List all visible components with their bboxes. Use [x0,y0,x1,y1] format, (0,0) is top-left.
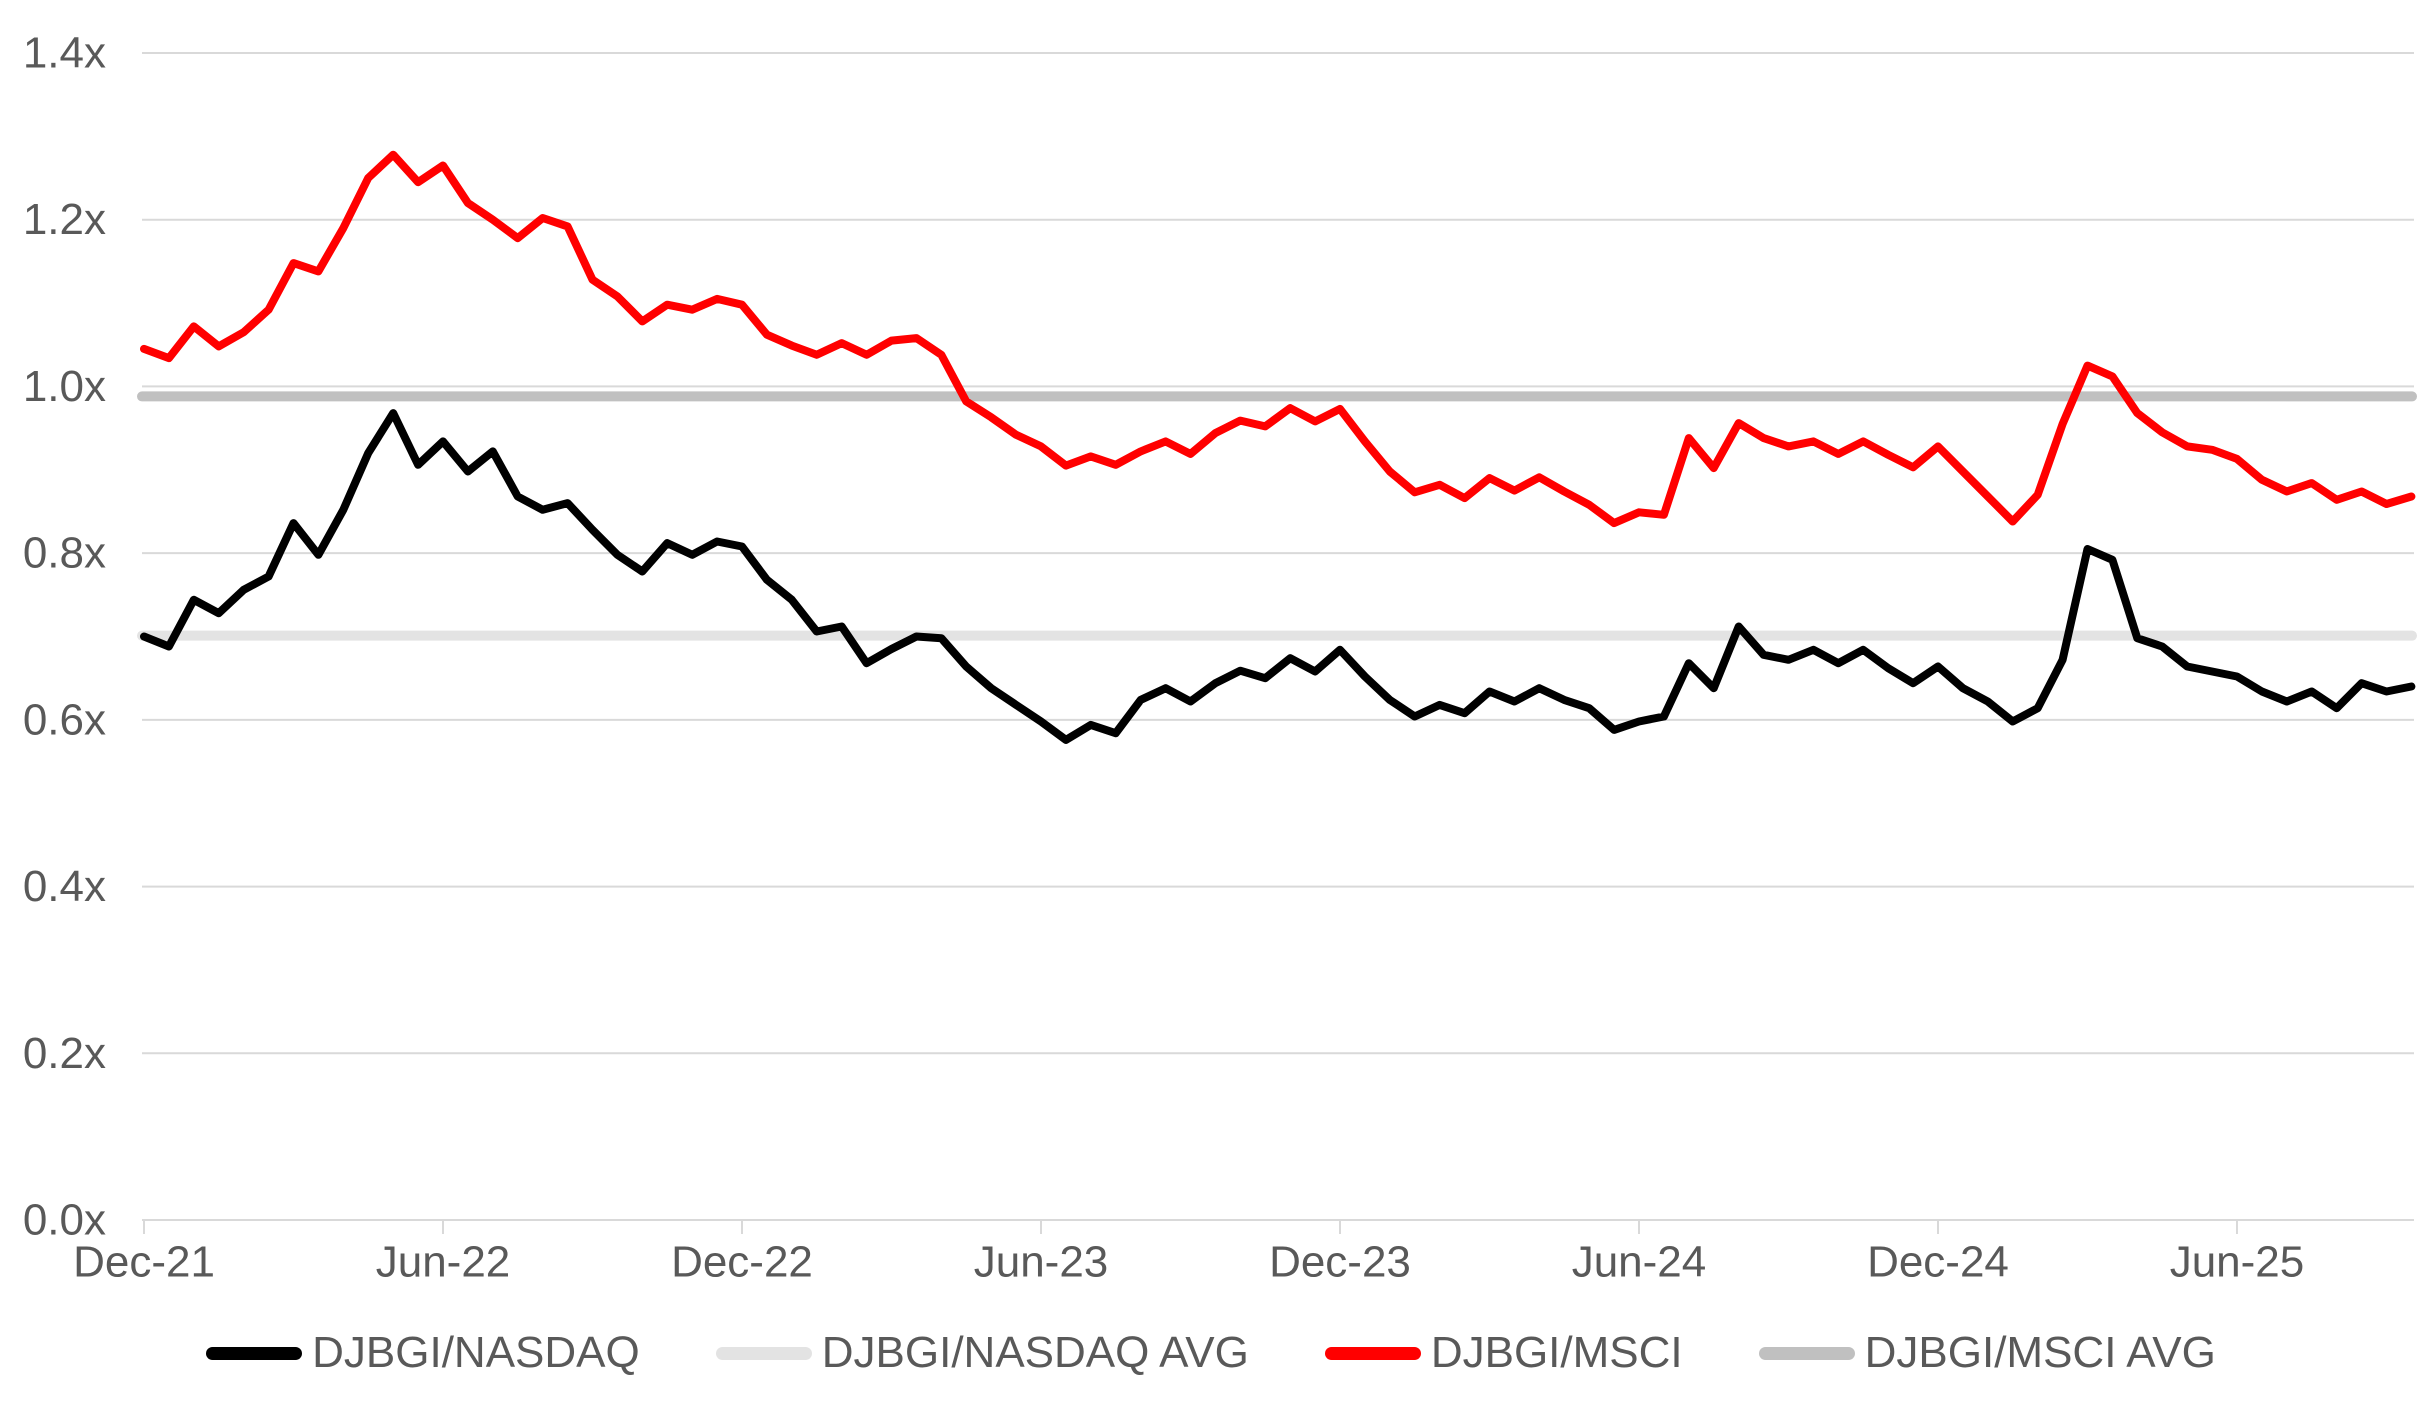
legend-label-djbgi-msci: DJBGI/MSCI [1430,1328,1683,1377]
x-tick-label: Dec-24 [1867,1238,2009,1287]
gridlines [142,52,2414,1221]
series-line-djbgi-nasdaq [140,409,2416,744]
y-tick-label: 0.8x [23,529,106,578]
y-tick-label: 0.2x [23,1029,106,1078]
legend-swatch-djbgi-nasdaq [206,1346,303,1360]
x-tick-label: Jun-23 [974,1238,1109,1287]
y-axis-labels: 0.0x 0.2x 0.4x 0.6x 0.8x 1.0x 1.2x 1.4x [23,29,106,1245]
x-axis: Dec-21 Jun-22 Dec-22 Jun-23 Dec-23 Jun-24 Dec-… [73,1219,2414,1287]
legend-label-djbgi-nasdaq: DJBGI/NASDAQ [312,1328,640,1377]
legend: DJBGI/NASDAQ DJBGI/NASDAQ AVG DJBGI/MSCI… [0,1318,2422,1388]
x-tick-label: Jun-22 [376,1238,511,1287]
y-tick-label: 0.0x [23,1196,106,1245]
x-tick-label: Dec-23 [1269,1238,1411,1287]
legend-swatch-djbgi-msci-avg [1758,1346,1855,1360]
x-tick-label: Dec-21 [73,1238,215,1287]
series-line-djbgi-msci [140,150,2416,528]
x-tick-label: Jun-24 [1572,1238,1707,1287]
legend-swatch-djbgi-nasdaq-avg [715,1346,812,1360]
legend-item-djbgi-nasdaq-avg: DJBGI/NASDAQ AVG [715,1328,1249,1378]
legend-item-djbgi-nasdaq: DJBGI/NASDAQ [206,1328,640,1378]
legend-label-djbgi-nasdaq-avg: DJBGI/NASDAQ AVG [821,1328,1249,1377]
x-tick-label: Jun-25 [2170,1238,2305,1287]
y-tick-label: 1.0x [23,362,106,411]
legend-label-djbgi-msci-avg: DJBGI/MSCI AVG [1864,1328,2216,1377]
legend-swatch-djbgi-msci [1324,1346,1421,1360]
y-tick-label: 1.2x [23,195,106,244]
legend-item-djbgi-msci-avg: DJBGI/MSCI AVG [1758,1328,2216,1378]
y-tick-label: 0.6x [23,695,106,744]
legend-item-djbgi-msci: DJBGI/MSCI [1324,1328,1683,1378]
x-tick-label: Dec-22 [671,1238,813,1287]
y-tick-label: 1.4x [23,29,106,78]
y-tick-label: 0.4x [23,862,106,911]
